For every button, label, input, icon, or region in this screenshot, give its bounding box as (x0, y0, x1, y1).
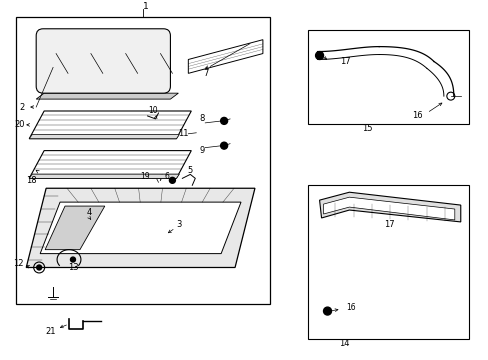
Text: 3: 3 (176, 220, 182, 229)
Circle shape (323, 307, 331, 315)
Polygon shape (40, 202, 241, 254)
Bar (307, 185, 468, 339)
Circle shape (220, 142, 227, 149)
Circle shape (169, 177, 175, 183)
Text: 5: 5 (187, 166, 193, 175)
Bar (307, 30, 468, 124)
Polygon shape (29, 135, 179, 139)
Polygon shape (26, 188, 254, 267)
Text: 8: 8 (199, 114, 204, 123)
Polygon shape (188, 40, 263, 73)
Text: 15: 15 (361, 124, 372, 133)
Polygon shape (36, 93, 178, 99)
Bar (16, 17, 269, 304)
Circle shape (315, 51, 323, 59)
Text: 11: 11 (178, 129, 188, 138)
Text: 7: 7 (203, 69, 208, 78)
Text: 6: 6 (163, 172, 168, 181)
Text: 9: 9 (199, 146, 204, 155)
Circle shape (37, 265, 41, 270)
Circle shape (70, 257, 75, 262)
Polygon shape (29, 174, 179, 178)
Polygon shape (45, 206, 104, 249)
Text: 12: 12 (13, 259, 23, 268)
Text: 21: 21 (46, 327, 56, 336)
FancyBboxPatch shape (36, 29, 170, 93)
Text: 1: 1 (142, 3, 148, 12)
Polygon shape (319, 192, 460, 222)
Text: 17: 17 (383, 220, 394, 229)
Circle shape (220, 117, 227, 124)
Text: 13: 13 (67, 263, 78, 272)
Text: 18: 18 (26, 176, 37, 185)
Text: 2: 2 (20, 103, 25, 112)
Text: 4: 4 (86, 207, 91, 216)
Text: 19: 19 (140, 172, 149, 181)
Text: 14: 14 (339, 339, 349, 348)
Polygon shape (323, 197, 454, 220)
Text: 17: 17 (340, 57, 350, 66)
Text: 16: 16 (346, 303, 355, 312)
Text: 16: 16 (411, 112, 422, 121)
Polygon shape (29, 111, 191, 139)
Text: 20: 20 (14, 120, 24, 129)
Polygon shape (29, 150, 191, 178)
Text: 10: 10 (147, 107, 157, 116)
